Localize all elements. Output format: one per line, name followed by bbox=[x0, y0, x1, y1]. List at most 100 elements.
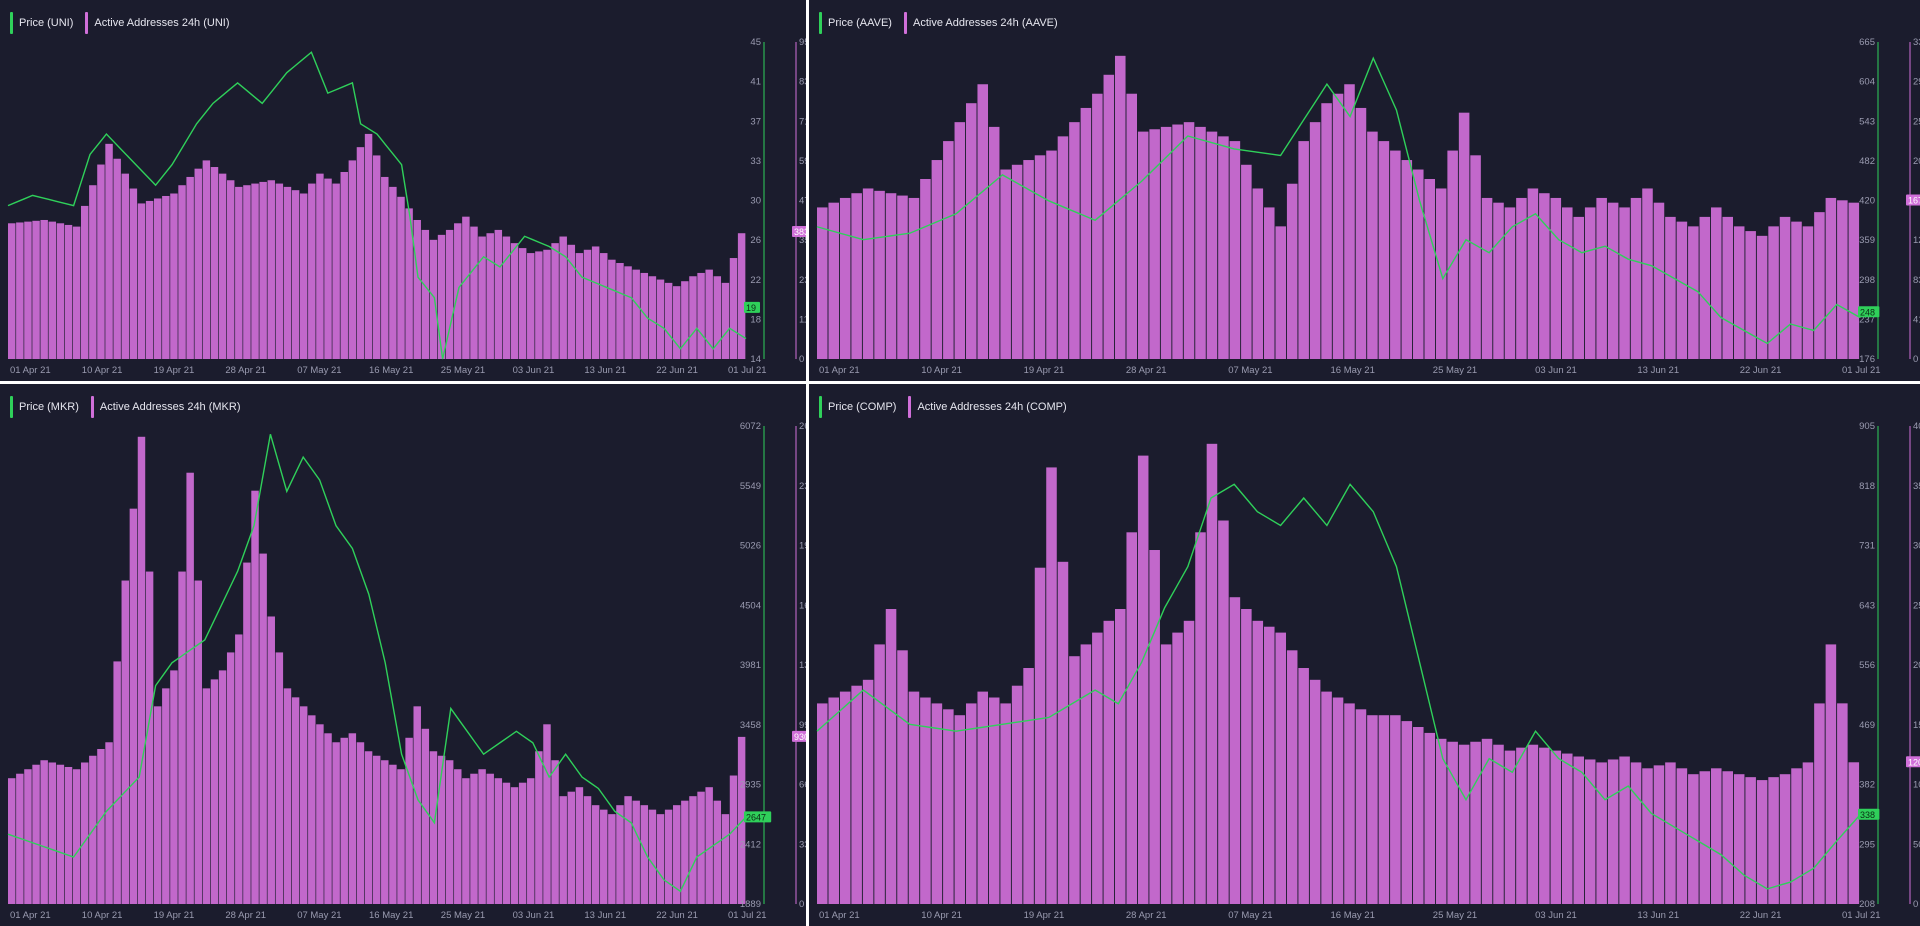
active-tick-label: 418 bbox=[1913, 314, 1920, 325]
active-bar bbox=[332, 183, 340, 359]
price-tick-label: 2935 bbox=[740, 780, 761, 791]
x-tick-label: 01 Apr 21 bbox=[10, 910, 51, 921]
active-bar bbox=[931, 703, 943, 904]
active-current-badge-bg bbox=[1906, 756, 1920, 768]
active-bar bbox=[413, 706, 421, 904]
active-bar bbox=[817, 703, 828, 904]
active-bar bbox=[1149, 550, 1160, 904]
active-bar bbox=[218, 670, 227, 904]
active-bar bbox=[1355, 107, 1367, 359]
active-bar bbox=[1080, 644, 1092, 904]
active-bar bbox=[153, 198, 162, 359]
active-bar bbox=[178, 571, 186, 904]
active-bar bbox=[729, 775, 738, 904]
legend-active[interactable]: Active Addresses 24h (UNI) bbox=[85, 12, 230, 34]
active-bar bbox=[1573, 216, 1584, 359]
active-bar bbox=[8, 778, 16, 904]
price-current-badge-bg bbox=[744, 301, 760, 313]
active-bar bbox=[839, 197, 851, 359]
active-bar bbox=[1504, 207, 1516, 359]
legend: Price (AAVE) Active Addresses 24h (AAVE) bbox=[819, 12, 1058, 34]
legend-price-label: Price (MKR) bbox=[19, 401, 79, 413]
x-tick-label: 07 May 21 bbox=[1228, 365, 1272, 376]
chart-mkr: 6072 5549 5026 4504 3981 3458 2935 2412 1889 2660… bbox=[7, 421, 806, 921]
active-bar bbox=[267, 180, 275, 359]
active-bar bbox=[1137, 131, 1149, 359]
active-bar bbox=[316, 173, 324, 359]
x-tick-label: 28 Apr 21 bbox=[225, 910, 266, 921]
active-bar bbox=[510, 243, 519, 359]
active-bar bbox=[510, 787, 519, 904]
active-bar bbox=[24, 769, 32, 904]
active-bar bbox=[64, 224, 73, 359]
active-bar bbox=[478, 236, 486, 359]
legend-price-swatch bbox=[10, 12, 13, 34]
active-bar bbox=[1665, 216, 1676, 359]
price-tick-label: 237 bbox=[1859, 314, 1875, 325]
active-current-badge: 1673 bbox=[1906, 194, 1920, 206]
active-bar bbox=[1172, 124, 1183, 360]
active-tick-label: 1012 bbox=[1913, 780, 1920, 791]
active-tick-label: 0 bbox=[799, 899, 804, 910]
price-tick-label: 208 bbox=[1859, 899, 1875, 910]
active-bar bbox=[364, 133, 373, 359]
active-bar bbox=[1355, 709, 1367, 904]
active-bar bbox=[1584, 759, 1596, 904]
active-bar bbox=[1676, 221, 1688, 359]
active-bar bbox=[874, 644, 885, 904]
active-bar bbox=[966, 703, 977, 904]
active-bar bbox=[1642, 188, 1653, 359]
active-bar bbox=[737, 736, 746, 904]
active-tick-label: 1330 bbox=[799, 660, 806, 671]
active-bar bbox=[600, 253, 608, 359]
active-bar bbox=[839, 691, 851, 904]
active-bar bbox=[1607, 759, 1619, 904]
legend-active-label: Active Addresses 24h (UNI) bbox=[94, 17, 230, 29]
active-bar bbox=[1802, 226, 1814, 359]
active-tick-label: 1254 bbox=[1913, 235, 1920, 246]
active-bar bbox=[1516, 197, 1527, 359]
legend-price[interactable]: Price (COMP) bbox=[819, 396, 896, 418]
active-bar bbox=[105, 143, 113, 359]
price-tick-label: 41 bbox=[750, 77, 761, 88]
active-bar bbox=[186, 176, 194, 359]
active-bar bbox=[1642, 768, 1653, 904]
legend-active[interactable]: Active Addresses 24h (AAVE) bbox=[903, 12, 1058, 34]
active-bar bbox=[1069, 656, 1080, 904]
active-bar bbox=[1378, 715, 1390, 904]
active-bar bbox=[1252, 188, 1264, 359]
price-line bbox=[7, 51, 747, 360]
active-bar bbox=[1424, 732, 1435, 904]
legend-active[interactable]: Active Addresses 24h (MKR) bbox=[90, 396, 241, 418]
price-tick-label: 731 bbox=[1859, 541, 1875, 552]
active-tick-label: 1995 bbox=[799, 541, 806, 552]
price-current-badge-text: 248 bbox=[1860, 307, 1875, 317]
legend-price[interactable]: Price (MKR) bbox=[10, 396, 79, 418]
active-bar bbox=[1321, 691, 1332, 904]
active-bar bbox=[624, 266, 632, 359]
price-tick-label: 5549 bbox=[740, 481, 761, 492]
legend-price[interactable]: Price (UNI) bbox=[10, 12, 73, 34]
active-bar bbox=[267, 616, 275, 904]
active-bar bbox=[1722, 771, 1733, 904]
active-bar bbox=[1756, 235, 1768, 359]
active-bar bbox=[885, 193, 897, 359]
active-tick-label: 665 bbox=[799, 780, 806, 791]
active-bar bbox=[291, 190, 300, 359]
active-bar bbox=[259, 553, 267, 904]
active-bar bbox=[1848, 202, 1860, 359]
x-tick-label: 13 Jun 21 bbox=[584, 910, 626, 921]
active-bar bbox=[372, 155, 381, 359]
active-bar bbox=[218, 173, 227, 359]
x-tick-label: 10 Apr 21 bbox=[921, 910, 962, 921]
active-bar bbox=[1023, 160, 1034, 359]
active-bar bbox=[1745, 231, 1756, 359]
price-tick-label: 4504 bbox=[740, 600, 761, 611]
active-bar bbox=[551, 760, 559, 904]
legend-active[interactable]: Active Addresses 24h (COMP) bbox=[908, 396, 1067, 418]
active-current-badge-text: 1201 bbox=[1908, 757, 1920, 767]
legend-price[interactable]: Price (AAVE) bbox=[819, 12, 892, 34]
active-bar bbox=[1057, 136, 1069, 359]
active-bar bbox=[1596, 762, 1607, 904]
active-bar bbox=[1447, 741, 1458, 904]
